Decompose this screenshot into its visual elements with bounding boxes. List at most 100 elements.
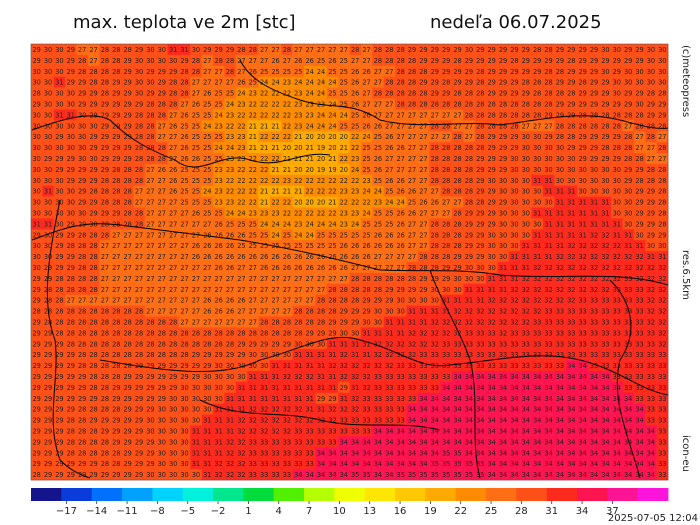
temperature-cell xyxy=(281,163,293,176)
cell-label: 33 xyxy=(624,275,632,283)
temperature-cell xyxy=(406,65,419,77)
cell-label: 33 xyxy=(658,362,666,370)
cell-label: 29 xyxy=(101,471,109,479)
cell-label: 34 xyxy=(408,438,416,446)
cell-label: 28 xyxy=(396,100,404,108)
cell-label: 34 xyxy=(590,384,598,392)
cell-label: 34 xyxy=(613,384,621,392)
cell-label: 29 xyxy=(55,460,63,468)
temperature-cell xyxy=(645,44,657,56)
cell-label: 29 xyxy=(476,231,484,239)
temperature-cell xyxy=(633,174,646,186)
temperature-cell xyxy=(554,142,566,154)
cell-label: 28 xyxy=(658,122,666,130)
cell-label: 22 xyxy=(294,177,302,185)
temperature-cell xyxy=(315,65,328,77)
temperature-cell xyxy=(144,76,157,88)
cell-label: 34 xyxy=(533,427,541,435)
cell-label: 27 xyxy=(431,188,439,196)
temperature-cell xyxy=(451,65,464,77)
temperature-cell xyxy=(565,54,578,67)
cell-label: 29 xyxy=(55,417,63,425)
cell-label: 33 xyxy=(635,318,643,326)
temperature-cell xyxy=(417,98,430,110)
cell-label: 33 xyxy=(283,438,291,446)
cell-label: 28 xyxy=(567,57,575,65)
temperature-cell xyxy=(486,120,498,132)
cell-label: 29 xyxy=(419,286,427,294)
cell-label: 28 xyxy=(658,188,666,196)
cell-label: 27 xyxy=(351,57,359,65)
temperature-cell xyxy=(167,196,180,208)
cell-label: 23 xyxy=(271,209,279,217)
cell-label: 28 xyxy=(89,427,97,435)
cell-label: 32 xyxy=(249,427,257,435)
cell-label: 23 xyxy=(351,155,359,163)
cell-label: 31 xyxy=(567,188,575,196)
cell-label: 32 xyxy=(658,264,666,272)
cell-label: 30 xyxy=(180,471,188,479)
cell-label: 31 xyxy=(32,220,40,228)
temperature-cell xyxy=(99,109,111,121)
cell-label: 29 xyxy=(510,144,518,152)
temperature-cell xyxy=(235,207,248,219)
cell-label: 28 xyxy=(180,351,188,359)
cell-label: 31 xyxy=(67,111,75,119)
cell-label: 33 xyxy=(374,384,382,392)
cell-label: 34 xyxy=(317,471,325,479)
cell-label: 27 xyxy=(203,220,211,228)
cell-label: 29 xyxy=(260,340,268,348)
cell-label: 25 xyxy=(180,188,188,196)
cell-label: 33 xyxy=(601,340,609,348)
cell-label: 28 xyxy=(431,155,439,163)
cell-label: 29 xyxy=(431,46,439,54)
cell-label: 29 xyxy=(135,449,143,457)
cell-label: 30 xyxy=(78,122,86,130)
cell-label: 32 xyxy=(419,329,427,337)
cell-label: 33 xyxy=(351,427,359,435)
temperature-cell xyxy=(190,76,202,88)
temperature-cell xyxy=(247,120,259,132)
cell-label: 33 xyxy=(374,406,382,414)
cell-label: 28 xyxy=(396,57,404,65)
cell-label: 29 xyxy=(624,100,632,108)
cell-label: 32 xyxy=(408,329,416,337)
cell-label: 30 xyxy=(522,133,530,141)
cell-label: 24 xyxy=(283,220,291,228)
temperature-cell xyxy=(201,109,214,121)
cell-label: 33 xyxy=(249,449,257,457)
cell-label: 33 xyxy=(396,417,404,425)
cell-label: 33 xyxy=(294,460,302,468)
cell-label: 28 xyxy=(78,406,86,414)
temperature-cell xyxy=(531,131,544,143)
cell-label: 22 xyxy=(351,199,359,207)
temperature-cell xyxy=(451,87,464,99)
temperature-cell xyxy=(395,44,407,56)
cell-label: 33 xyxy=(249,471,257,479)
temperature-cell xyxy=(599,109,612,121)
temperature-cell xyxy=(201,65,214,77)
cell-label: 32 xyxy=(385,351,393,359)
cell-label: 28 xyxy=(237,46,245,54)
temperature-cell xyxy=(360,87,373,99)
temperature-cell xyxy=(190,174,202,186)
temperature-cell xyxy=(133,87,146,99)
cell-label: 30 xyxy=(499,231,507,239)
cell-label: 25 xyxy=(340,122,348,130)
cell-label: 31 xyxy=(226,395,234,403)
temperature-cell xyxy=(451,196,464,208)
cell-label: 28 xyxy=(271,329,279,337)
cell-label: 28 xyxy=(453,188,461,196)
temperature-cell xyxy=(133,65,146,77)
colorbar-tick-label: −8 xyxy=(150,506,165,517)
cell-label: 29 xyxy=(601,90,609,98)
cell-label: 34 xyxy=(487,438,495,446)
cell-label: 26 xyxy=(180,144,188,152)
temperature-cell xyxy=(304,54,316,67)
cell-label: 25 xyxy=(317,231,325,239)
temperature-cell xyxy=(110,76,123,88)
cell-label: 34 xyxy=(453,395,461,403)
cell-label: 22 xyxy=(260,177,268,185)
cell-label: 32 xyxy=(328,406,336,414)
cell-label: 20 xyxy=(317,155,325,163)
